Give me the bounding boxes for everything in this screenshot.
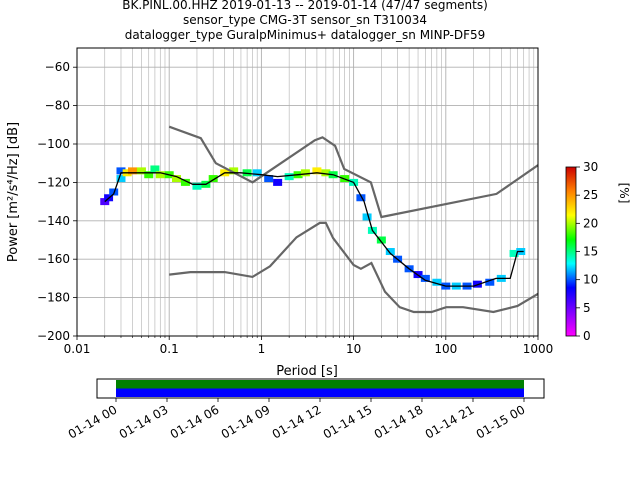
colorbar-tick-label: 25 — [583, 188, 598, 202]
density-cell — [128, 167, 138, 175]
x-axis-label: Period [s] — [276, 364, 338, 379]
plot-frame — [76, 47, 539, 337]
noise-model-nhnm — [168, 125, 538, 219]
colorbar-tick-label: 0 — [583, 329, 591, 343]
x-tick-label: 0.01 — [64, 342, 91, 356]
density-cell — [432, 278, 442, 286]
y-axis-ticks: −60 −80 −100 −120 −140 −160 −180 −200 — [37, 60, 77, 343]
mean-psd-line — [104, 172, 524, 287]
plot-area — [77, 48, 538, 336]
x-axis-ticks: 0.01 0.1 1 10 100 1000 — [64, 336, 554, 356]
density-cell — [252, 169, 262, 177]
density-cell — [321, 169, 331, 177]
timeline-tick-label: 01-14 12 — [270, 402, 324, 441]
density-cell — [150, 165, 160, 173]
x-tick-label: 100 — [434, 342, 457, 356]
density-cell — [229, 167, 239, 175]
coverage-bar — [116, 388, 524, 397]
colorbar — [565, 166, 577, 337]
title-line-3: datalogger_type GuralpMinimus+ datalogge… — [125, 28, 486, 42]
timeline-tick-label: 01-14 21 — [423, 402, 477, 441]
x-tick-label: 10 — [346, 342, 361, 356]
y-tick-label: −100 — [37, 137, 70, 151]
timeline-coverage — [116, 380, 524, 397]
density-cell — [264, 175, 274, 183]
y-tick-label: −140 — [37, 214, 70, 228]
density-cell — [208, 175, 218, 183]
colorbar-tick-label: 20 — [583, 216, 598, 230]
timeline-tick-label: 01-14 06 — [168, 402, 222, 441]
grid — [76, 48, 538, 337]
y-axis-label: Power [m²/s⁴/Hz] [dB] — [6, 122, 21, 262]
timeline-tick-label: 01-15 00 — [474, 402, 528, 441]
density-cell — [116, 175, 126, 183]
density-cell — [362, 213, 372, 221]
density-cell — [356, 194, 366, 202]
colorbar-tick-label: 5 — [583, 301, 591, 315]
colorbar-tick-label: 15 — [583, 245, 598, 259]
timeline-tick-label: 01-14 15 — [321, 402, 375, 441]
density-cell — [300, 169, 310, 177]
density-cell — [273, 178, 283, 186]
coverage-bar — [116, 380, 524, 389]
density-cell — [136, 167, 146, 175]
title-line-2: sensor_type CMG-3T sensor_sn T310034 — [183, 13, 427, 27]
density-cell — [144, 171, 154, 179]
timeline-tick-label: 01-14 09 — [219, 402, 273, 441]
noise-models — [168, 125, 538, 314]
title-line-1: BK.PINL.00.HHZ 2019-01-13 -- 2019-01-14 … — [122, 0, 488, 12]
x-tick-label: 0.1 — [160, 342, 179, 356]
y-tick-label: −80 — [45, 99, 70, 113]
density-cell — [284, 173, 294, 181]
density-cell — [192, 182, 202, 190]
y-tick-label: −180 — [37, 291, 70, 305]
colorbar-tick-label: 30 — [583, 160, 598, 174]
density-cell — [385, 248, 395, 256]
density-cell — [172, 175, 182, 183]
timeline-tick-label: 01-14 03 — [117, 402, 171, 441]
colorbar-ticks: 0 5 10 15 20 25 30 — [576, 160, 598, 343]
density-cell — [485, 278, 495, 286]
x-tick-label: 1000 — [523, 342, 554, 356]
density-cell — [312, 167, 322, 175]
y-tick-label: −60 — [45, 60, 70, 74]
y-tick-label: −120 — [37, 175, 70, 189]
density-cell — [180, 178, 190, 186]
density-cell — [116, 167, 126, 175]
y-tick-label: −200 — [37, 329, 70, 343]
colorbar-label: [%] — [617, 183, 631, 204]
density-cell — [420, 274, 430, 282]
x-tick-label: 1 — [258, 342, 266, 356]
density-cell — [155, 171, 165, 179]
density-cell — [100, 198, 110, 206]
colorbar-tick-label: 10 — [583, 273, 598, 287]
density-cell — [509, 249, 519, 257]
mean-curve — [104, 172, 524, 287]
timeline-tick-label: 01-14 00 — [66, 402, 120, 441]
density-cell — [376, 236, 386, 244]
noise-model-nlnm — [169, 221, 538, 314]
timeline-tick-label: 01-14 18 — [372, 402, 426, 441]
y-tick-label: −160 — [37, 252, 70, 266]
